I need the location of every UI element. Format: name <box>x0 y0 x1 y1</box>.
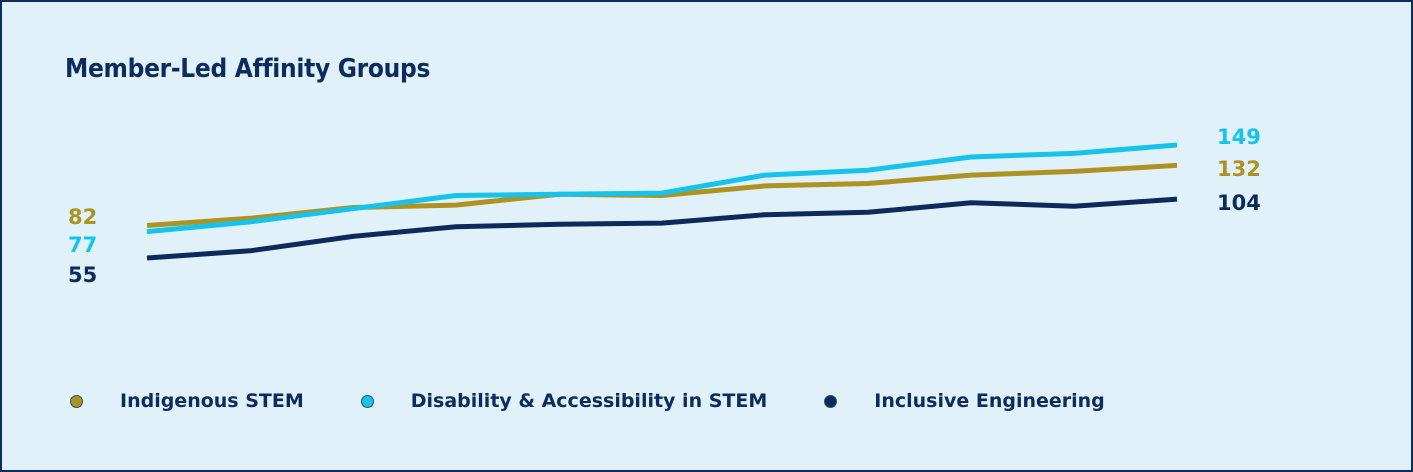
series-end-label: 104 <box>1217 191 1261 215</box>
legend: Indigenous STEM Disability & Accessibili… <box>70 390 1162 412</box>
legend-marker-icon <box>824 394 838 408</box>
chart-title: Member-Led Affinity Groups <box>65 54 431 84</box>
series-line-3 <box>146 196 1178 261</box>
legend-label: Inclusive Engineering <box>874 390 1105 412</box>
series-start-label: 77 <box>68 233 97 257</box>
series-start-label: 55 <box>68 263 97 287</box>
legend-label: Disability & Accessibility in STEM <box>410 390 768 412</box>
series-start-label: 82 <box>68 205 97 229</box>
legend-marker-icon <box>360 394 374 408</box>
series-lines <box>146 142 1178 261</box>
legend-item-indigenous-stem: Indigenous STEM <box>70 390 304 412</box>
series-end-label: 149 <box>1217 125 1261 149</box>
legend-label: Indigenous STEM <box>120 390 304 412</box>
series-line-2 <box>146 142 1178 235</box>
legend-item-disability-accessibility: Disability & Accessibility in STEM <box>360 390 768 412</box>
legend-item-inclusive-engineering: Inclusive Engineering <box>824 390 1105 412</box>
series-end-label: 132 <box>1217 157 1261 181</box>
legend-marker-icon <box>70 394 83 408</box>
series-end-labels: 82 132 77 149 55 104 <box>68 125 1261 287</box>
